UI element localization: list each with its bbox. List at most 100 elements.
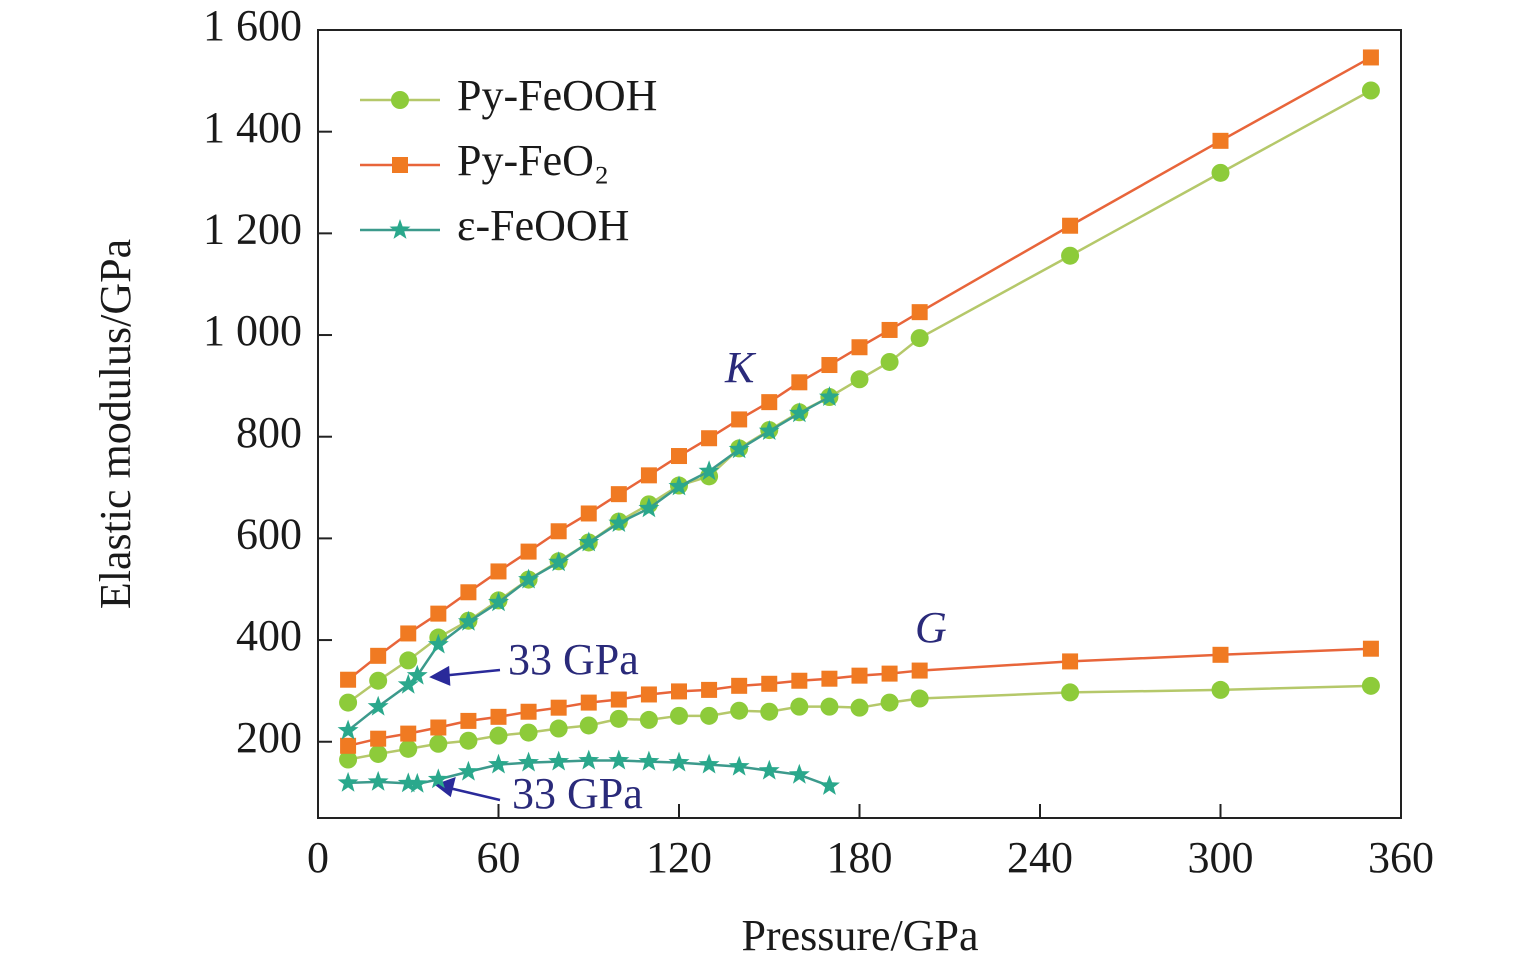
marker bbox=[1361, 676, 1380, 695]
marker bbox=[668, 751, 690, 772]
x-tick-label: 180 bbox=[827, 833, 893, 882]
marker bbox=[850, 698, 869, 717]
y-tick-label: 600 bbox=[236, 509, 302, 558]
marker bbox=[791, 374, 808, 391]
marker bbox=[339, 750, 358, 769]
legend-marker bbox=[389, 219, 411, 239]
marker bbox=[910, 689, 929, 708]
x-tick-label: 240 bbox=[1007, 833, 1073, 882]
marker bbox=[819, 386, 840, 406]
y-tick-label: 800 bbox=[236, 408, 302, 457]
marker bbox=[609, 709, 628, 728]
annotation: K bbox=[724, 343, 757, 392]
marker bbox=[460, 584, 477, 601]
marker bbox=[1362, 640, 1379, 657]
marker bbox=[1361, 81, 1380, 100]
marker bbox=[399, 651, 418, 670]
marker bbox=[698, 753, 720, 774]
marker bbox=[518, 751, 539, 772]
legend-label: Py-FeO₂ bbox=[457, 136, 609, 185]
marker bbox=[580, 505, 597, 522]
marker bbox=[369, 671, 388, 690]
marker bbox=[668, 475, 690, 496]
marker bbox=[1211, 680, 1230, 699]
legend-label: ε-FeOOH bbox=[457, 201, 629, 250]
marker bbox=[1212, 646, 1229, 663]
marker bbox=[639, 710, 658, 729]
marker bbox=[758, 759, 780, 780]
marker bbox=[1362, 49, 1379, 66]
annotation: 33 GPa bbox=[508, 635, 639, 684]
marker bbox=[429, 734, 448, 753]
y-tick-label: 400 bbox=[236, 611, 302, 660]
marker bbox=[850, 370, 869, 389]
marker bbox=[1212, 132, 1229, 149]
marker bbox=[549, 719, 568, 738]
legend-marker bbox=[391, 91, 409, 109]
marker bbox=[339, 693, 358, 712]
legend-label: Py-FeOOH bbox=[457, 71, 657, 120]
y-tick-label: 1 000 bbox=[203, 306, 302, 355]
marker bbox=[579, 716, 598, 735]
marker bbox=[337, 719, 359, 740]
marker bbox=[400, 625, 417, 642]
marker bbox=[760, 702, 779, 721]
marker bbox=[821, 357, 838, 374]
marker bbox=[459, 731, 478, 750]
y-tick-label: 200 bbox=[236, 713, 302, 762]
marker bbox=[791, 672, 808, 689]
marker bbox=[430, 605, 447, 622]
marker bbox=[518, 568, 539, 589]
marker bbox=[880, 352, 899, 371]
marker bbox=[671, 683, 687, 700]
marker bbox=[580, 694, 597, 711]
y-tick-label: 1 600 bbox=[203, 1, 302, 50]
marker bbox=[820, 697, 839, 716]
marker bbox=[488, 591, 509, 612]
marker bbox=[638, 497, 660, 518]
marker bbox=[788, 402, 810, 423]
marker bbox=[458, 760, 479, 781]
marker bbox=[1061, 246, 1080, 265]
marker bbox=[1211, 163, 1230, 182]
marker bbox=[911, 662, 928, 679]
marker bbox=[851, 667, 868, 684]
marker bbox=[880, 693, 899, 712]
marker bbox=[731, 411, 748, 428]
marker bbox=[790, 697, 809, 716]
marker bbox=[701, 430, 718, 447]
x-tick-label: 360 bbox=[1368, 833, 1434, 882]
marker bbox=[610, 691, 627, 708]
marker bbox=[671, 448, 687, 465]
marker bbox=[430, 719, 447, 736]
marker bbox=[1062, 653, 1079, 670]
marker bbox=[550, 699, 567, 716]
marker bbox=[728, 755, 750, 776]
marker bbox=[1061, 683, 1080, 702]
x-tick-label: 0 bbox=[307, 833, 329, 882]
marker bbox=[519, 723, 538, 742]
annotation: 33 GPa bbox=[512, 769, 643, 818]
marker bbox=[670, 706, 688, 725]
marker bbox=[406, 664, 428, 685]
marker bbox=[638, 750, 660, 771]
marker bbox=[881, 665, 898, 682]
marker bbox=[369, 744, 388, 763]
marker bbox=[367, 695, 389, 716]
marker bbox=[610, 486, 627, 503]
marker bbox=[397, 772, 419, 793]
y-axis-label: Elastic modulus/GPa bbox=[91, 239, 140, 609]
marker bbox=[550, 523, 567, 540]
marker bbox=[548, 750, 570, 771]
marker bbox=[578, 531, 600, 552]
marker bbox=[758, 420, 780, 440]
marker bbox=[698, 460, 720, 481]
marker bbox=[370, 647, 387, 664]
marker bbox=[761, 394, 778, 411]
marker bbox=[640, 686, 657, 703]
marker bbox=[910, 329, 929, 348]
marker bbox=[608, 749, 630, 770]
marker bbox=[761, 675, 778, 692]
marker bbox=[489, 726, 508, 745]
